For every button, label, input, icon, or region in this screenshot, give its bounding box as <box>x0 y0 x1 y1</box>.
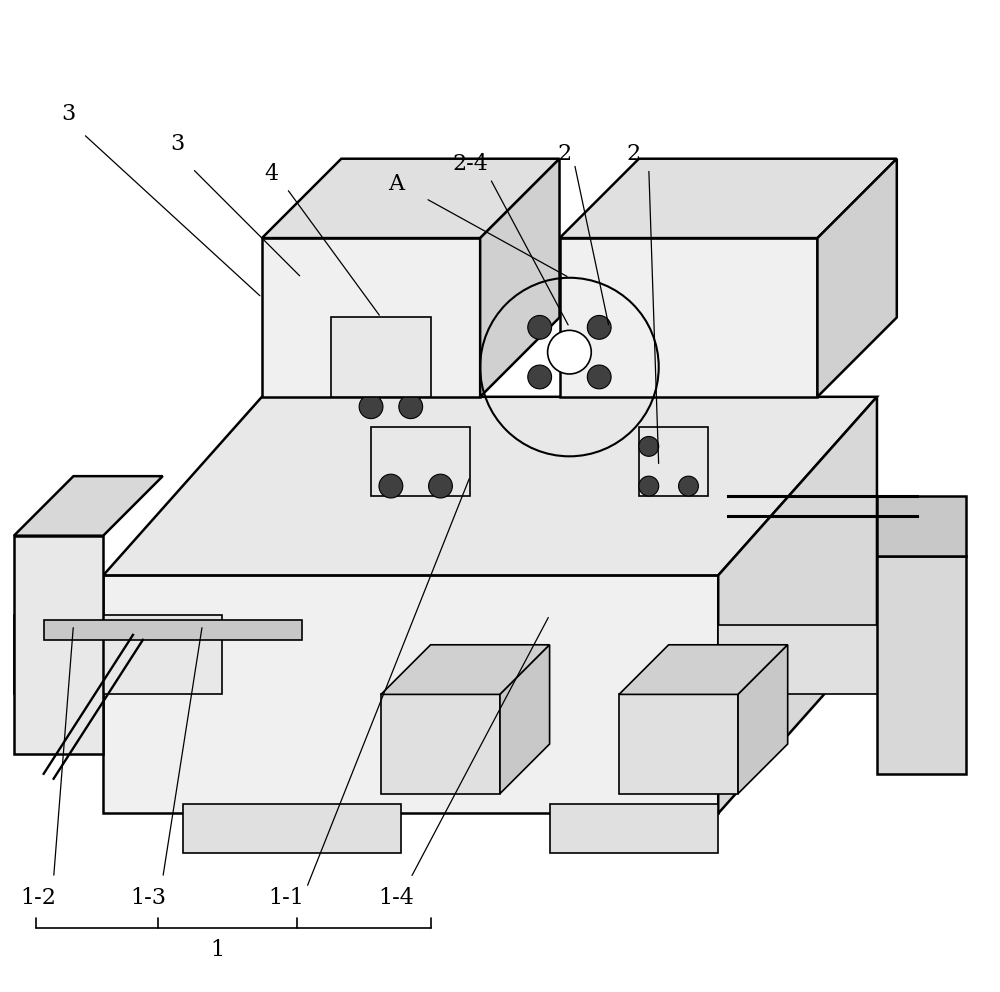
Circle shape <box>639 476 659 496</box>
Text: 1-2: 1-2 <box>21 887 57 909</box>
Circle shape <box>558 345 581 369</box>
Polygon shape <box>262 238 480 397</box>
Circle shape <box>548 330 591 374</box>
Circle shape <box>587 365 611 389</box>
Polygon shape <box>103 397 877 575</box>
Polygon shape <box>877 556 966 774</box>
Circle shape <box>528 315 552 339</box>
Polygon shape <box>331 317 431 397</box>
Circle shape <box>679 476 698 496</box>
Text: 1: 1 <box>210 939 224 961</box>
Polygon shape <box>103 575 718 813</box>
Circle shape <box>359 395 383 419</box>
Text: 2: 2 <box>627 143 641 165</box>
Circle shape <box>399 355 423 379</box>
Polygon shape <box>480 159 560 397</box>
Text: 1-1: 1-1 <box>269 887 305 909</box>
Text: 1-4: 1-4 <box>378 887 414 909</box>
Polygon shape <box>560 238 817 397</box>
Polygon shape <box>560 159 897 238</box>
Polygon shape <box>619 645 788 694</box>
Polygon shape <box>14 615 222 694</box>
Polygon shape <box>371 427 470 496</box>
Polygon shape <box>718 397 877 813</box>
Circle shape <box>587 315 611 339</box>
Polygon shape <box>500 645 550 794</box>
Polygon shape <box>550 804 718 853</box>
Polygon shape <box>619 694 738 794</box>
Polygon shape <box>14 536 103 754</box>
Text: 3: 3 <box>170 133 185 155</box>
Circle shape <box>639 436 659 456</box>
Polygon shape <box>44 620 302 640</box>
Circle shape <box>379 474 403 498</box>
Polygon shape <box>877 496 966 556</box>
Polygon shape <box>817 159 897 397</box>
Text: 3: 3 <box>61 103 76 125</box>
Polygon shape <box>381 645 550 694</box>
Polygon shape <box>639 427 708 496</box>
Text: 4: 4 <box>265 163 279 185</box>
Circle shape <box>429 474 452 498</box>
Text: 2: 2 <box>557 143 572 165</box>
Polygon shape <box>718 625 956 694</box>
Circle shape <box>359 355 383 379</box>
Polygon shape <box>381 694 500 794</box>
Circle shape <box>528 365 552 389</box>
Text: A: A <box>388 173 404 194</box>
Polygon shape <box>262 159 560 238</box>
Polygon shape <box>738 645 788 794</box>
Text: 1-3: 1-3 <box>130 887 166 909</box>
Circle shape <box>399 395 423 419</box>
Polygon shape <box>183 804 401 853</box>
Polygon shape <box>14 476 163 536</box>
Text: 2-4: 2-4 <box>452 153 488 175</box>
